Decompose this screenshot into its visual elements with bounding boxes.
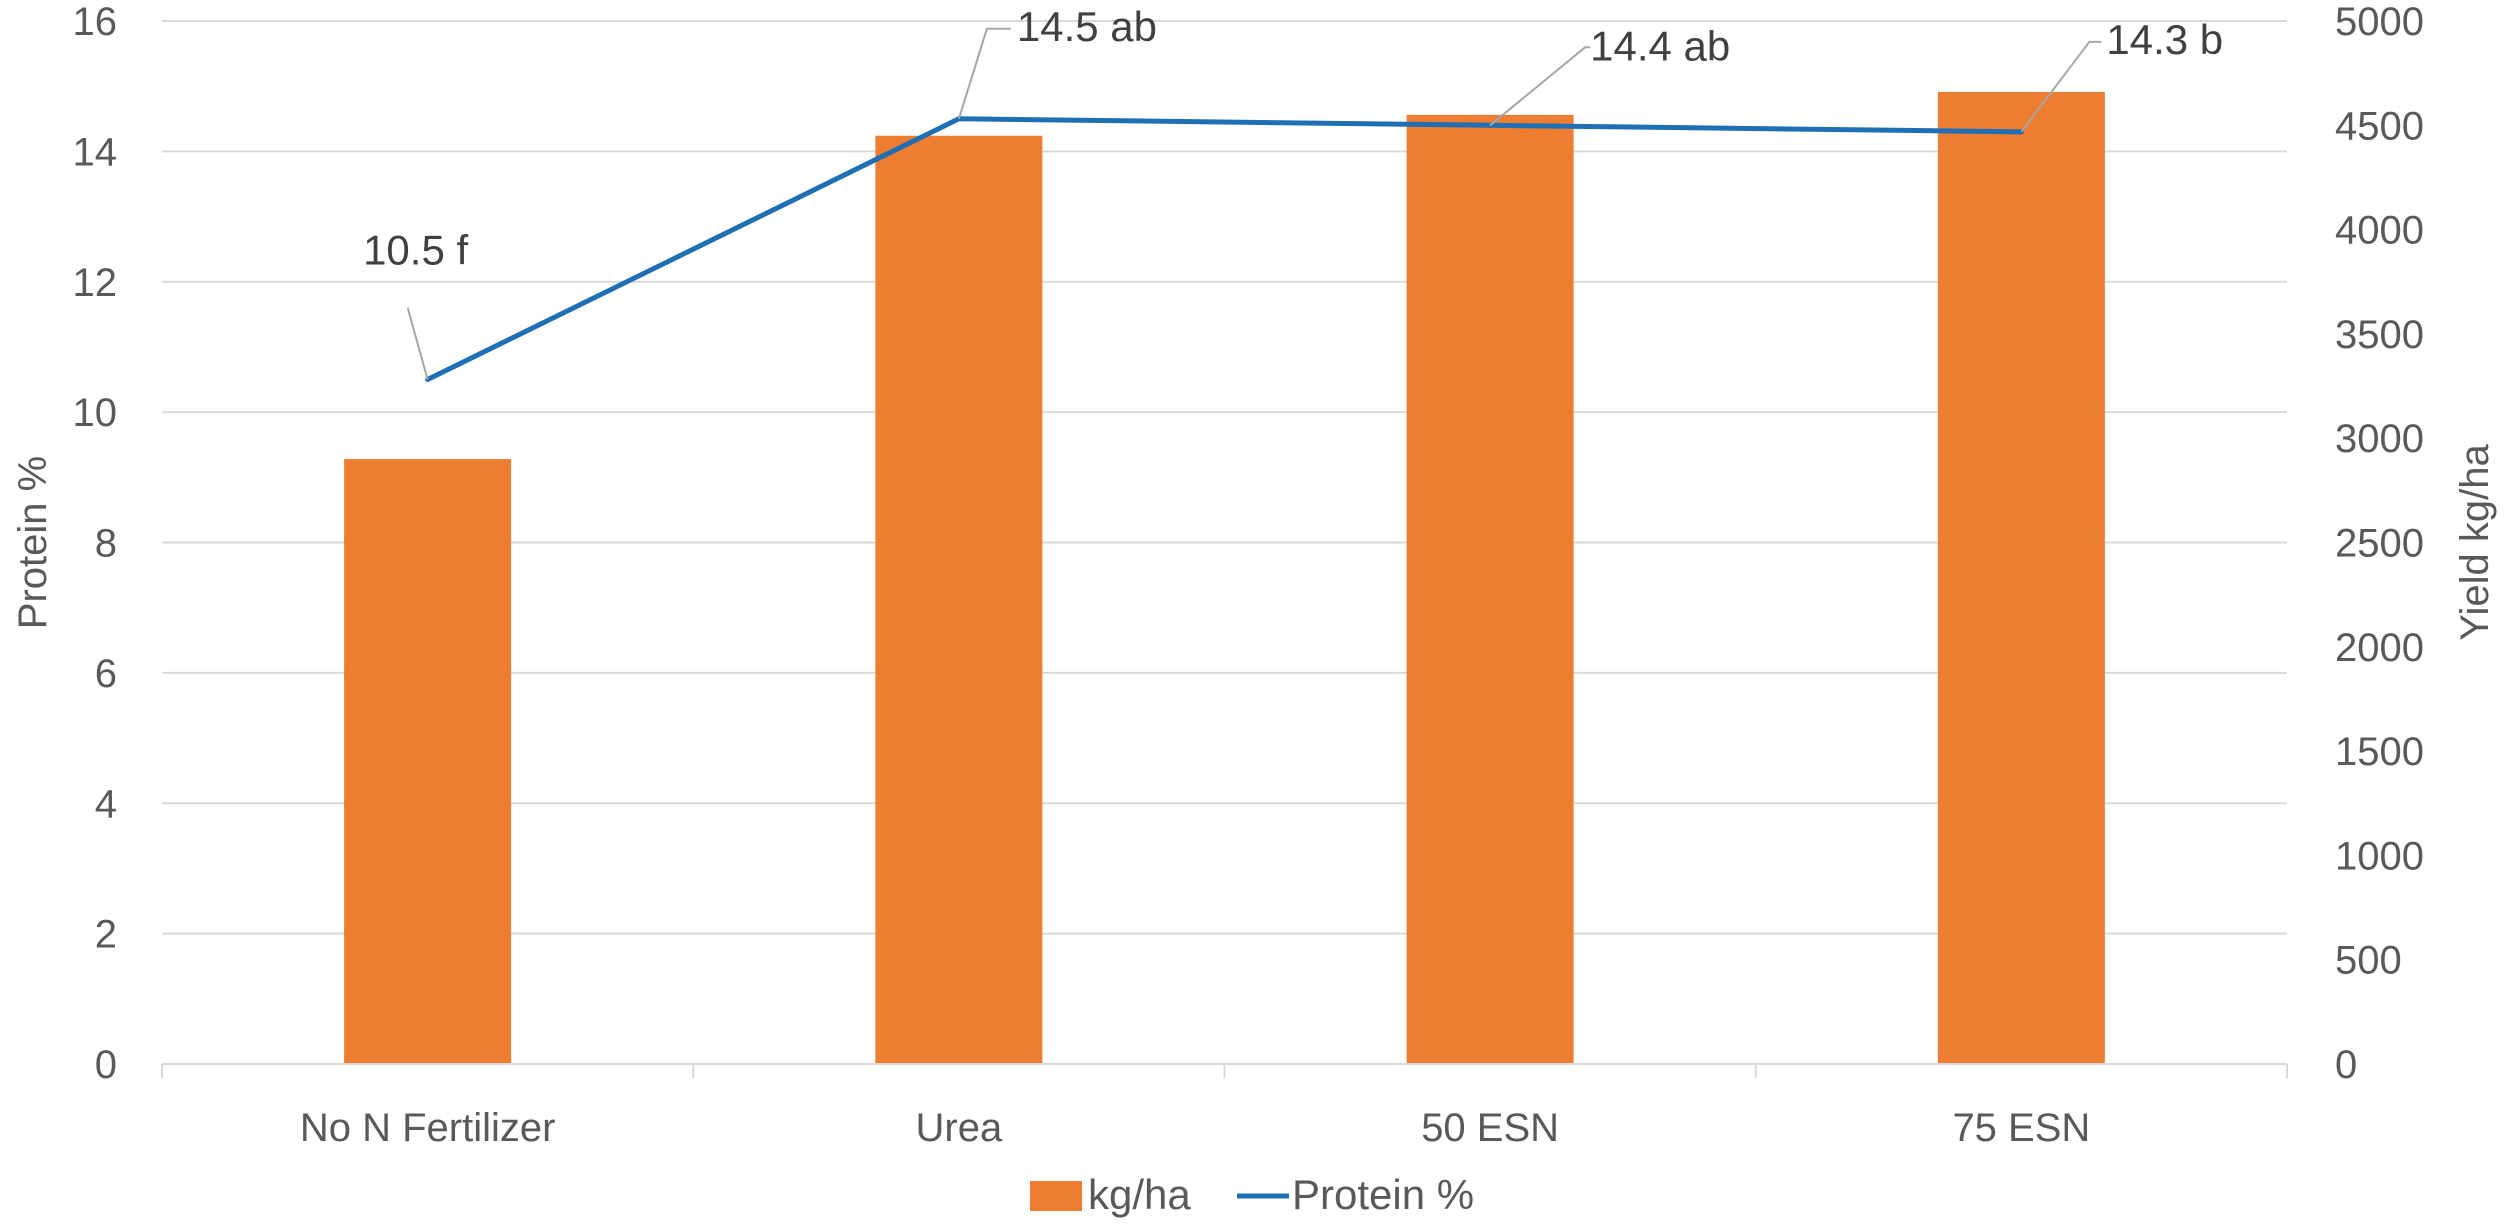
x-tick-label: No N Fertilizer xyxy=(300,1106,556,1150)
y-right-tick-label: 3500 xyxy=(2335,313,2424,357)
y-left-tick-label: 16 xyxy=(73,0,118,44)
y-left-axis-title: Protein % xyxy=(11,456,55,629)
legend-label-protein: Protein % xyxy=(1292,1171,1474,1218)
bar-kg-ha xyxy=(344,459,512,1064)
data-labels: 10.5 f 14.5 ab 14.4 ab 14.3 b xyxy=(363,3,2223,380)
protein-data-label: 14.4 ab xyxy=(1590,22,1730,69)
y-right-tick-label: 4000 xyxy=(2335,209,2424,253)
label-leader-line xyxy=(957,27,1011,120)
protein-data-label: 10.5 f xyxy=(363,227,468,274)
y-right-tick-label: 2000 xyxy=(2335,626,2424,670)
y-right-axis-title: Yield kg/ha xyxy=(2453,444,2497,641)
label-leader-line xyxy=(2020,40,2102,133)
y-left-tick-label: 8 xyxy=(95,522,117,566)
y-left-tick-label: 0 xyxy=(95,1043,117,1087)
protein-line xyxy=(425,116,2024,383)
legend-label-kg-ha: kg/ha xyxy=(1088,1171,1191,1218)
axes: 0 2 4 6 8 10 12 14 16 0 500 1000 1500 2000 2500 3000 350… xyxy=(11,0,2497,1150)
y-left-tick-label: 10 xyxy=(73,391,118,435)
y-right-tick-label: 1000 xyxy=(2335,834,2424,878)
protein-data-label: 14.3 b xyxy=(2106,16,2223,63)
bar-kg-ha xyxy=(875,135,1043,1065)
y-left-tick-label: 4 xyxy=(95,782,117,826)
y-right-tick-label: 0 xyxy=(2335,1043,2357,1087)
legend: kg/ha Protein % xyxy=(1030,1171,1474,1218)
y-right-tick-label: 4500 xyxy=(2335,104,2424,148)
protein-data-label: 14.5 ab xyxy=(1017,3,1157,50)
bars xyxy=(344,91,2105,1065)
legend-swatch-kg-ha xyxy=(1030,1181,1082,1211)
protein-series-line xyxy=(426,116,2022,382)
label-leader-line xyxy=(1489,46,1591,127)
x-tick-label: Urea xyxy=(916,1106,1003,1150)
label-leader-line xyxy=(406,307,429,380)
y-right-tick-label: 1500 xyxy=(2335,730,2424,774)
y-left-tick-label: 14 xyxy=(73,130,118,174)
y-left-tick-label: 6 xyxy=(95,652,117,696)
bar-kg-ha xyxy=(1937,91,2105,1064)
x-tick-label: 50 ESN xyxy=(1421,1106,1559,1150)
y-left-tick-label: 12 xyxy=(73,261,118,305)
x-tick-label: 75 ESN xyxy=(1952,1106,2090,1150)
bar-kg-ha xyxy=(1406,114,1574,1065)
y-left-tick-label: 2 xyxy=(95,913,117,957)
gridlines xyxy=(162,20,2287,935)
y-right-tick-label: 5000 xyxy=(2335,0,2424,44)
y-right-tick-label: 500 xyxy=(2335,939,2402,983)
y-right-tick-label: 3000 xyxy=(2335,417,2424,461)
y-right-tick-label: 2500 xyxy=(2335,522,2424,566)
